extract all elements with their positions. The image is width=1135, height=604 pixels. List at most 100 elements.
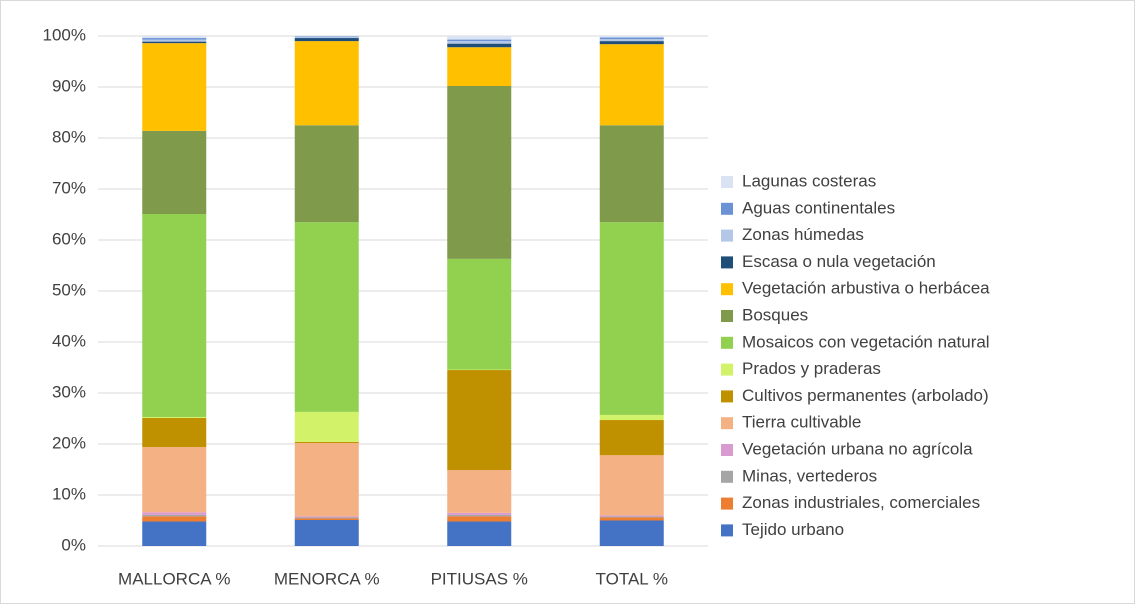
bar-segment bbox=[599, 517, 664, 521]
x-tick-label: MALLORCA % bbox=[118, 569, 230, 588]
bar-segment bbox=[599, 414, 664, 421]
legend-label: Zonas industriales, comerciales bbox=[742, 493, 980, 512]
legend-swatch bbox=[721, 444, 733, 456]
bar-segment bbox=[447, 370, 512, 471]
bar-segment bbox=[447, 516, 512, 522]
y-tick-label: 100% bbox=[43, 25, 86, 44]
legend-label: Prados y praderas bbox=[742, 359, 881, 378]
legend-swatch bbox=[721, 417, 733, 430]
bar-segment bbox=[447, 521, 512, 546]
y-tick-label: 90% bbox=[52, 76, 86, 95]
bar-segment bbox=[294, 519, 359, 546]
bar-segment bbox=[447, 369, 512, 371]
bar-segment bbox=[294, 518, 359, 520]
bar-segment bbox=[142, 447, 207, 513]
y-tick-label: 50% bbox=[52, 280, 86, 299]
bar-segment bbox=[142, 41, 207, 44]
bar-segment bbox=[142, 417, 207, 448]
bar-segment bbox=[142, 39, 207, 42]
bar-segment bbox=[599, 44, 664, 126]
bar-segment bbox=[294, 441, 359, 443]
bar-segment bbox=[447, 258, 512, 370]
y-tick-label: 70% bbox=[52, 178, 86, 197]
legend-swatch bbox=[721, 202, 733, 215]
bar-segment bbox=[599, 455, 664, 516]
legend-label: Tejido urbano bbox=[742, 520, 844, 539]
bar-segment bbox=[294, 36, 359, 38]
bar-segment bbox=[294, 36, 359, 37]
legend-label: Vegetación arbustiva o herbácea bbox=[742, 279, 990, 298]
bar-segment bbox=[447, 47, 512, 86]
bar-segment bbox=[142, 416, 207, 418]
legend-swatch bbox=[721, 283, 733, 296]
legend-swatch bbox=[721, 524, 733, 537]
bar-segment bbox=[599, 36, 664, 38]
legend-label: Escasa o nula vegetación bbox=[742, 252, 936, 271]
bar-segment bbox=[142, 521, 207, 546]
bar-segment bbox=[447, 43, 512, 48]
legend-label: Vegetación urbana no agrícola bbox=[742, 439, 973, 458]
legend-swatch bbox=[721, 176, 733, 188]
legend-label: Lagunas costeras bbox=[742, 171, 876, 190]
legend-swatch bbox=[721, 497, 733, 510]
legend-label: Cultivos permanentes (arbolado) bbox=[742, 386, 989, 405]
bar-segment bbox=[599, 39, 664, 42]
bar-segment bbox=[142, 36, 207, 39]
bar-segment bbox=[294, 41, 359, 126]
legend-swatch bbox=[721, 390, 733, 403]
bar-segment bbox=[142, 516, 207, 522]
bar-segment bbox=[294, 516, 359, 518]
legend-label: Aguas continentales bbox=[742, 198, 895, 217]
y-tick-label: 40% bbox=[52, 331, 86, 350]
bar-segment bbox=[599, 515, 664, 517]
legend-swatch bbox=[721, 229, 733, 242]
y-tick-label: 30% bbox=[52, 382, 86, 401]
legend-label: Mosaicos con vegetación natural bbox=[742, 332, 990, 351]
bar-segment bbox=[599, 125, 664, 223]
legend-swatch bbox=[721, 470, 733, 483]
bar-segment bbox=[599, 222, 664, 415]
y-tick-label: 60% bbox=[52, 229, 86, 248]
bar-segment bbox=[142, 213, 207, 417]
x-tick-label: PITIUSAS % bbox=[431, 569, 528, 588]
bar-segment bbox=[142, 43, 207, 131]
bar-segment bbox=[294, 125, 359, 223]
bar-segment bbox=[599, 41, 664, 45]
bar-segment bbox=[599, 37, 664, 40]
bar-segment bbox=[599, 520, 664, 546]
bar-segment bbox=[142, 514, 207, 517]
legend-swatch bbox=[721, 336, 733, 349]
bar-segment bbox=[294, 411, 359, 442]
bar-segment bbox=[447, 41, 512, 44]
legend-swatch bbox=[721, 256, 733, 269]
bar-segment bbox=[142, 38, 207, 40]
legend-label: Minas, vertederos bbox=[742, 466, 877, 485]
legend-label: Tierra cultivable bbox=[742, 413, 861, 432]
legend-swatch bbox=[721, 310, 733, 322]
legend-swatch bbox=[721, 363, 733, 376]
y-tick-label: 20% bbox=[52, 433, 86, 452]
y-tick-label: 80% bbox=[52, 127, 86, 146]
bar-segment bbox=[599, 420, 664, 456]
x-tick-label: MENORCA % bbox=[274, 569, 380, 588]
legend-label: Zonas húmedas bbox=[742, 225, 864, 244]
bar-segment bbox=[447, 36, 512, 40]
bar-segment bbox=[294, 38, 359, 42]
bar-segment bbox=[294, 222, 359, 412]
bar-segment bbox=[294, 442, 359, 517]
y-tick-label: 10% bbox=[52, 484, 86, 503]
bar-segment bbox=[447, 85, 512, 259]
bar-segment bbox=[294, 517, 359, 519]
x-tick-label: TOTAL % bbox=[596, 569, 668, 588]
y-tick-label: 0% bbox=[61, 535, 86, 554]
bar-segment bbox=[447, 514, 512, 517]
bar-segment bbox=[599, 516, 664, 518]
bar-segment bbox=[447, 470, 512, 513]
bar-segment bbox=[447, 39, 512, 42]
legend-label: Bosques bbox=[742, 305, 808, 324]
bar-segment bbox=[294, 37, 359, 39]
bar-segment bbox=[142, 130, 207, 214]
bar-segment bbox=[142, 512, 207, 515]
bar-segment bbox=[447, 512, 512, 515]
